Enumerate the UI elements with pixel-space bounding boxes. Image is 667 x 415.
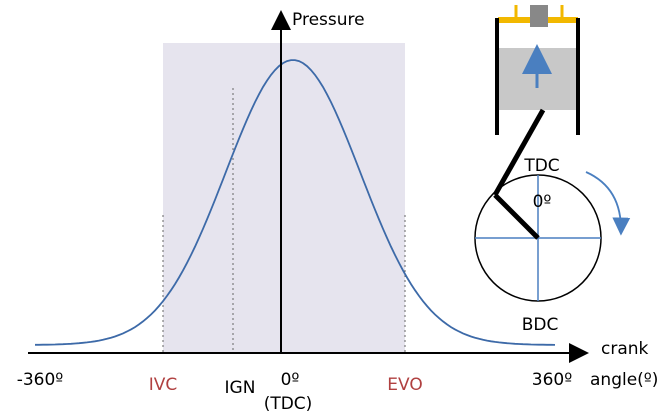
angle-label: 0º (533, 192, 552, 212)
tick-label: IVC (149, 375, 178, 395)
valve (498, 17, 530, 23)
y-axis-label: Pressure (292, 10, 365, 30)
tick-label: -360º (17, 370, 64, 390)
connecting-rod (492, 108, 546, 197)
rotation-arrow (585, 171, 631, 236)
injector (530, 5, 548, 27)
bdc-label: BDC (522, 315, 559, 335)
tick-label: (TDC) (264, 394, 313, 414)
x-axis-label: angle(º) (590, 370, 658, 390)
tick-label: IGN (225, 378, 256, 398)
valve (548, 17, 578, 23)
engine: TDC 0º BDC (474, 5, 631, 335)
x-axis-label: crank (601, 339, 649, 359)
crank-arm (493, 193, 540, 240)
combustion-window (163, 43, 405, 353)
tick-label: EVO (387, 375, 422, 395)
tdc-label: TDC (523, 156, 559, 176)
pressure-curve (35, 59, 556, 346)
tick-label: 0º (281, 370, 300, 390)
tick-label: 360º (532, 370, 572, 390)
